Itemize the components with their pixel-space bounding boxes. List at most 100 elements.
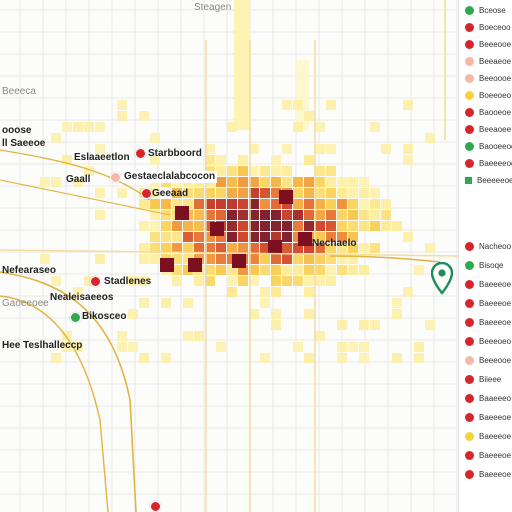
heat-cell — [238, 243, 248, 253]
heat-cell — [425, 243, 435, 253]
legend-item[interactable]: Baeeeoe — [465, 449, 511, 461]
marker-stadlenes[interactable] — [90, 276, 101, 287]
legend-label: Baooeeoe — [479, 141, 512, 151]
marker-gestaeclalabcocon[interactable] — [110, 172, 121, 183]
legend-item[interactable]: Baaeeeo — [465, 392, 511, 404]
legend-item[interactable]: Baeeeoe — [465, 316, 511, 328]
legend-item[interactable]: Baooeoe — [465, 106, 511, 118]
heat-cell — [238, 221, 248, 231]
legend-item[interactable]: Beeoooe — [465, 72, 511, 84]
legend-item[interactable]: Beeeeeoe — [465, 174, 512, 186]
heat-cell — [326, 276, 336, 286]
marker-bikosceo[interactable] — [70, 312, 81, 323]
heat-cell — [216, 232, 226, 242]
legend-swatch — [465, 22, 474, 32]
heat-cell — [271, 199, 281, 209]
legend-item[interactable]: Bceose — [465, 4, 506, 16]
legend-item[interactable]: Bisoqe — [465, 259, 503, 271]
legend-item[interactable]: Boeeoeo — [465, 89, 511, 101]
legend-swatch — [465, 90, 474, 100]
heat-cell — [216, 342, 226, 352]
legend-item[interactable]: Baeeeoe — [465, 297, 511, 309]
legend-item[interactable]: Beeeoeo — [465, 335, 511, 347]
label-steagen: Steagen — [194, 2, 232, 13]
heat-cell — [326, 144, 336, 154]
heat-cell — [359, 320, 369, 330]
marker-bottom[interactable] — [150, 501, 161, 512]
heat-cell — [326, 177, 336, 187]
location-pin-icon[interactable] — [431, 262, 453, 298]
legend-swatch — [465, 374, 474, 384]
heat-cell — [194, 210, 204, 220]
legend-label: Baeeeoe — [479, 298, 512, 308]
heat-cell — [227, 221, 237, 231]
marker-starbboord[interactable] — [135, 148, 146, 159]
heat-cell — [304, 287, 314, 297]
heat-cell — [62, 342, 72, 352]
heat-peak — [268, 240, 282, 254]
heat-cell — [271, 309, 281, 319]
legend-item[interactable]: Beeeooe — [465, 38, 511, 50]
heat-cell — [282, 100, 292, 110]
heat-cell — [227, 166, 237, 176]
heat-cell — [172, 221, 182, 231]
legend-item[interactable]: Baeeeoe — [465, 411, 511, 423]
legend-item[interactable]: Baeeeoe — [465, 430, 511, 442]
legend-item[interactable]: Baeeeeoe — [465, 157, 512, 169]
heat-cell — [205, 144, 215, 154]
heat-cell — [403, 155, 413, 165]
heat-cell — [304, 199, 314, 209]
heat-cell — [216, 177, 226, 187]
heat-cell — [62, 155, 72, 165]
heat-cell — [172, 188, 182, 198]
heat-cell — [304, 188, 314, 198]
heat-cell — [425, 133, 435, 143]
legend-label: Baeeeoe — [479, 279, 512, 289]
heat-cell — [139, 111, 149, 121]
heat-cell — [359, 199, 369, 209]
heat-cell — [271, 320, 281, 330]
heat-cell — [293, 188, 303, 198]
heat-cell — [282, 177, 292, 187]
heat-cell — [150, 232, 160, 242]
heat-cell — [183, 188, 193, 198]
heat-cell — [293, 243, 303, 253]
heat-cell — [128, 309, 138, 319]
legend-item[interactable]: Beeaeoe — [465, 55, 511, 67]
legend-item[interactable]: Biieee — [465, 373, 501, 385]
legend-item[interactable]: Boeceoo — [465, 21, 511, 33]
heat-cell — [227, 122, 237, 132]
legend-label: Baeeeoe — [479, 317, 512, 327]
heat-cell — [293, 100, 303, 110]
legend-item[interactable]: Beeaoee — [465, 123, 511, 135]
heat-cell — [51, 353, 61, 363]
label-eslaaeetlon: Eslaaeetlon — [74, 152, 130, 163]
heat-cell — [337, 353, 347, 363]
marker-geeaad[interactable] — [141, 188, 152, 199]
label-beeeca: Beeeca — [2, 86, 36, 97]
legend-item[interactable]: Beeeooe — [465, 354, 511, 366]
heat-cell — [260, 199, 270, 209]
heat-cell — [117, 111, 127, 121]
heat-cell — [392, 309, 402, 319]
heat-cell — [359, 210, 369, 220]
legend-label: Beeoooe — [479, 73, 512, 83]
legend-item[interactable]: Baeeeoe — [465, 468, 511, 480]
heat-cell — [337, 188, 347, 198]
heat-cell — [326, 199, 336, 209]
heat-cell — [205, 155, 215, 165]
heat-cell — [128, 342, 138, 352]
heat-cell — [392, 298, 402, 308]
legend-item[interactable]: Nacheoo — [465, 240, 511, 252]
heat-cell — [139, 276, 149, 286]
heat-cell — [40, 254, 50, 264]
legend-item[interactable]: Baeeeoe — [465, 278, 511, 290]
heat-cell — [194, 199, 204, 209]
legend-item[interactable]: Baooeeoe — [465, 140, 512, 152]
legend-label: Baeeeoe — [479, 450, 512, 460]
heat-cell — [249, 309, 259, 319]
heat-cell — [194, 276, 204, 286]
heat-cell — [249, 188, 259, 198]
legend-swatch — [465, 56, 474, 66]
